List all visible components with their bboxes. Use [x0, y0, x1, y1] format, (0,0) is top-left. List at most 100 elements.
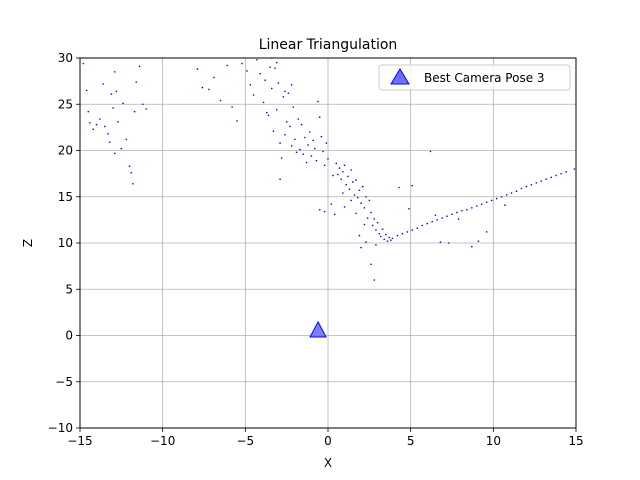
data-point — [290, 84, 293, 86]
data-point — [87, 110, 90, 113]
data-point — [113, 152, 116, 155]
data-point — [113, 71, 116, 73]
data-point — [348, 188, 351, 191]
data-point — [300, 123, 303, 126]
data-point — [466, 208, 468, 211]
data-point — [266, 111, 268, 114]
data-point — [447, 242, 450, 244]
data-point — [201, 86, 204, 89]
data-point — [376, 221, 379, 224]
data-point — [264, 79, 266, 81]
data-point — [388, 236, 390, 239]
camera-pose-triangle-icon — [309, 320, 327, 338]
data-point — [416, 227, 419, 229]
x-tick-label: −15 — [67, 434, 92, 448]
data-point — [337, 173, 339, 176]
data-point — [99, 118, 101, 120]
data-point — [356, 196, 359, 199]
data-point — [246, 70, 248, 72]
data-point — [330, 203, 333, 205]
x-axis-ticks: −15 −10 −5 0 5 10 15 — [67, 428, 584, 448]
data-point — [366, 217, 369, 219]
chart-title: Linear Triangulation — [259, 37, 398, 53]
data-point — [304, 136, 306, 139]
data-point — [371, 224, 374, 227]
data-point — [355, 179, 357, 181]
legend-triangle-icon — [390, 68, 410, 85]
data-point — [490, 199, 493, 202]
data-point — [226, 64, 228, 67]
data-point — [104, 125, 106, 128]
data-point — [411, 229, 414, 231]
data-point — [145, 108, 147, 110]
data-point — [515, 190, 518, 192]
scatter-points — [82, 57, 576, 281]
data-point — [485, 201, 488, 204]
data-point — [89, 121, 91, 124]
data-point — [408, 207, 410, 210]
data-point — [231, 106, 233, 108]
data-point — [480, 203, 483, 205]
data-point — [252, 94, 255, 96]
data-point — [102, 83, 104, 85]
data-point — [82, 62, 85, 65]
x-tick-label: −5 — [236, 434, 254, 448]
data-point — [373, 279, 376, 281]
data-point — [510, 192, 513, 194]
y-axis-ticks: −10 −5 0 5 10 15 20 25 30 — [48, 51, 80, 435]
y-tick-label: 25 — [58, 97, 73, 111]
data-point — [340, 178, 343, 180]
data-point — [295, 151, 298, 154]
data-point — [259, 72, 262, 75]
data-point — [132, 183, 134, 185]
data-point — [471, 245, 473, 248]
data-point — [573, 168, 576, 170]
data-point — [396, 234, 399, 237]
y-tick-label: −10 — [48, 421, 73, 435]
data-point — [406, 231, 409, 233]
legend-box — [378, 64, 571, 91]
data-point — [107, 133, 109, 135]
data-point — [279, 178, 281, 180]
data-point — [350, 169, 352, 171]
data-point — [386, 240, 389, 242]
data-point — [535, 182, 538, 184]
data-point — [290, 145, 293, 147]
data-point — [272, 130, 275, 132]
data-point — [138, 65, 141, 68]
data-point — [133, 110, 136, 113]
data-point — [327, 158, 329, 160]
x-axis-label: X — [324, 456, 332, 470]
data-point — [530, 183, 533, 186]
data-point — [525, 185, 528, 188]
data-point — [451, 213, 453, 216]
data-point — [284, 133, 286, 136]
data-point — [312, 139, 314, 142]
data-point — [545, 178, 548, 180]
data-point — [318, 116, 321, 118]
data-point — [135, 81, 138, 83]
data-point — [505, 194, 508, 196]
data-point — [142, 103, 144, 106]
data-point — [332, 174, 334, 177]
data-point — [401, 232, 404, 235]
data-point — [277, 82, 280, 84]
data-point — [92, 128, 95, 131]
data-point — [353, 194, 356, 196]
data-point — [307, 144, 309, 146]
y-tick-label: 20 — [58, 144, 73, 158]
data-point — [196, 68, 199, 70]
data-point — [219, 99, 222, 102]
data-point — [289, 125, 291, 128]
data-point — [457, 218, 460, 220]
data-point — [338, 167, 341, 169]
data-point — [130, 171, 133, 174]
data-point — [485, 231, 488, 233]
y-tick-label: 30 — [58, 51, 73, 65]
data-point — [398, 186, 400, 189]
data-point — [368, 199, 371, 202]
data-point — [117, 121, 119, 123]
data-point — [241, 62, 243, 65]
data-point — [343, 164, 346, 167]
data-point — [302, 153, 305, 155]
